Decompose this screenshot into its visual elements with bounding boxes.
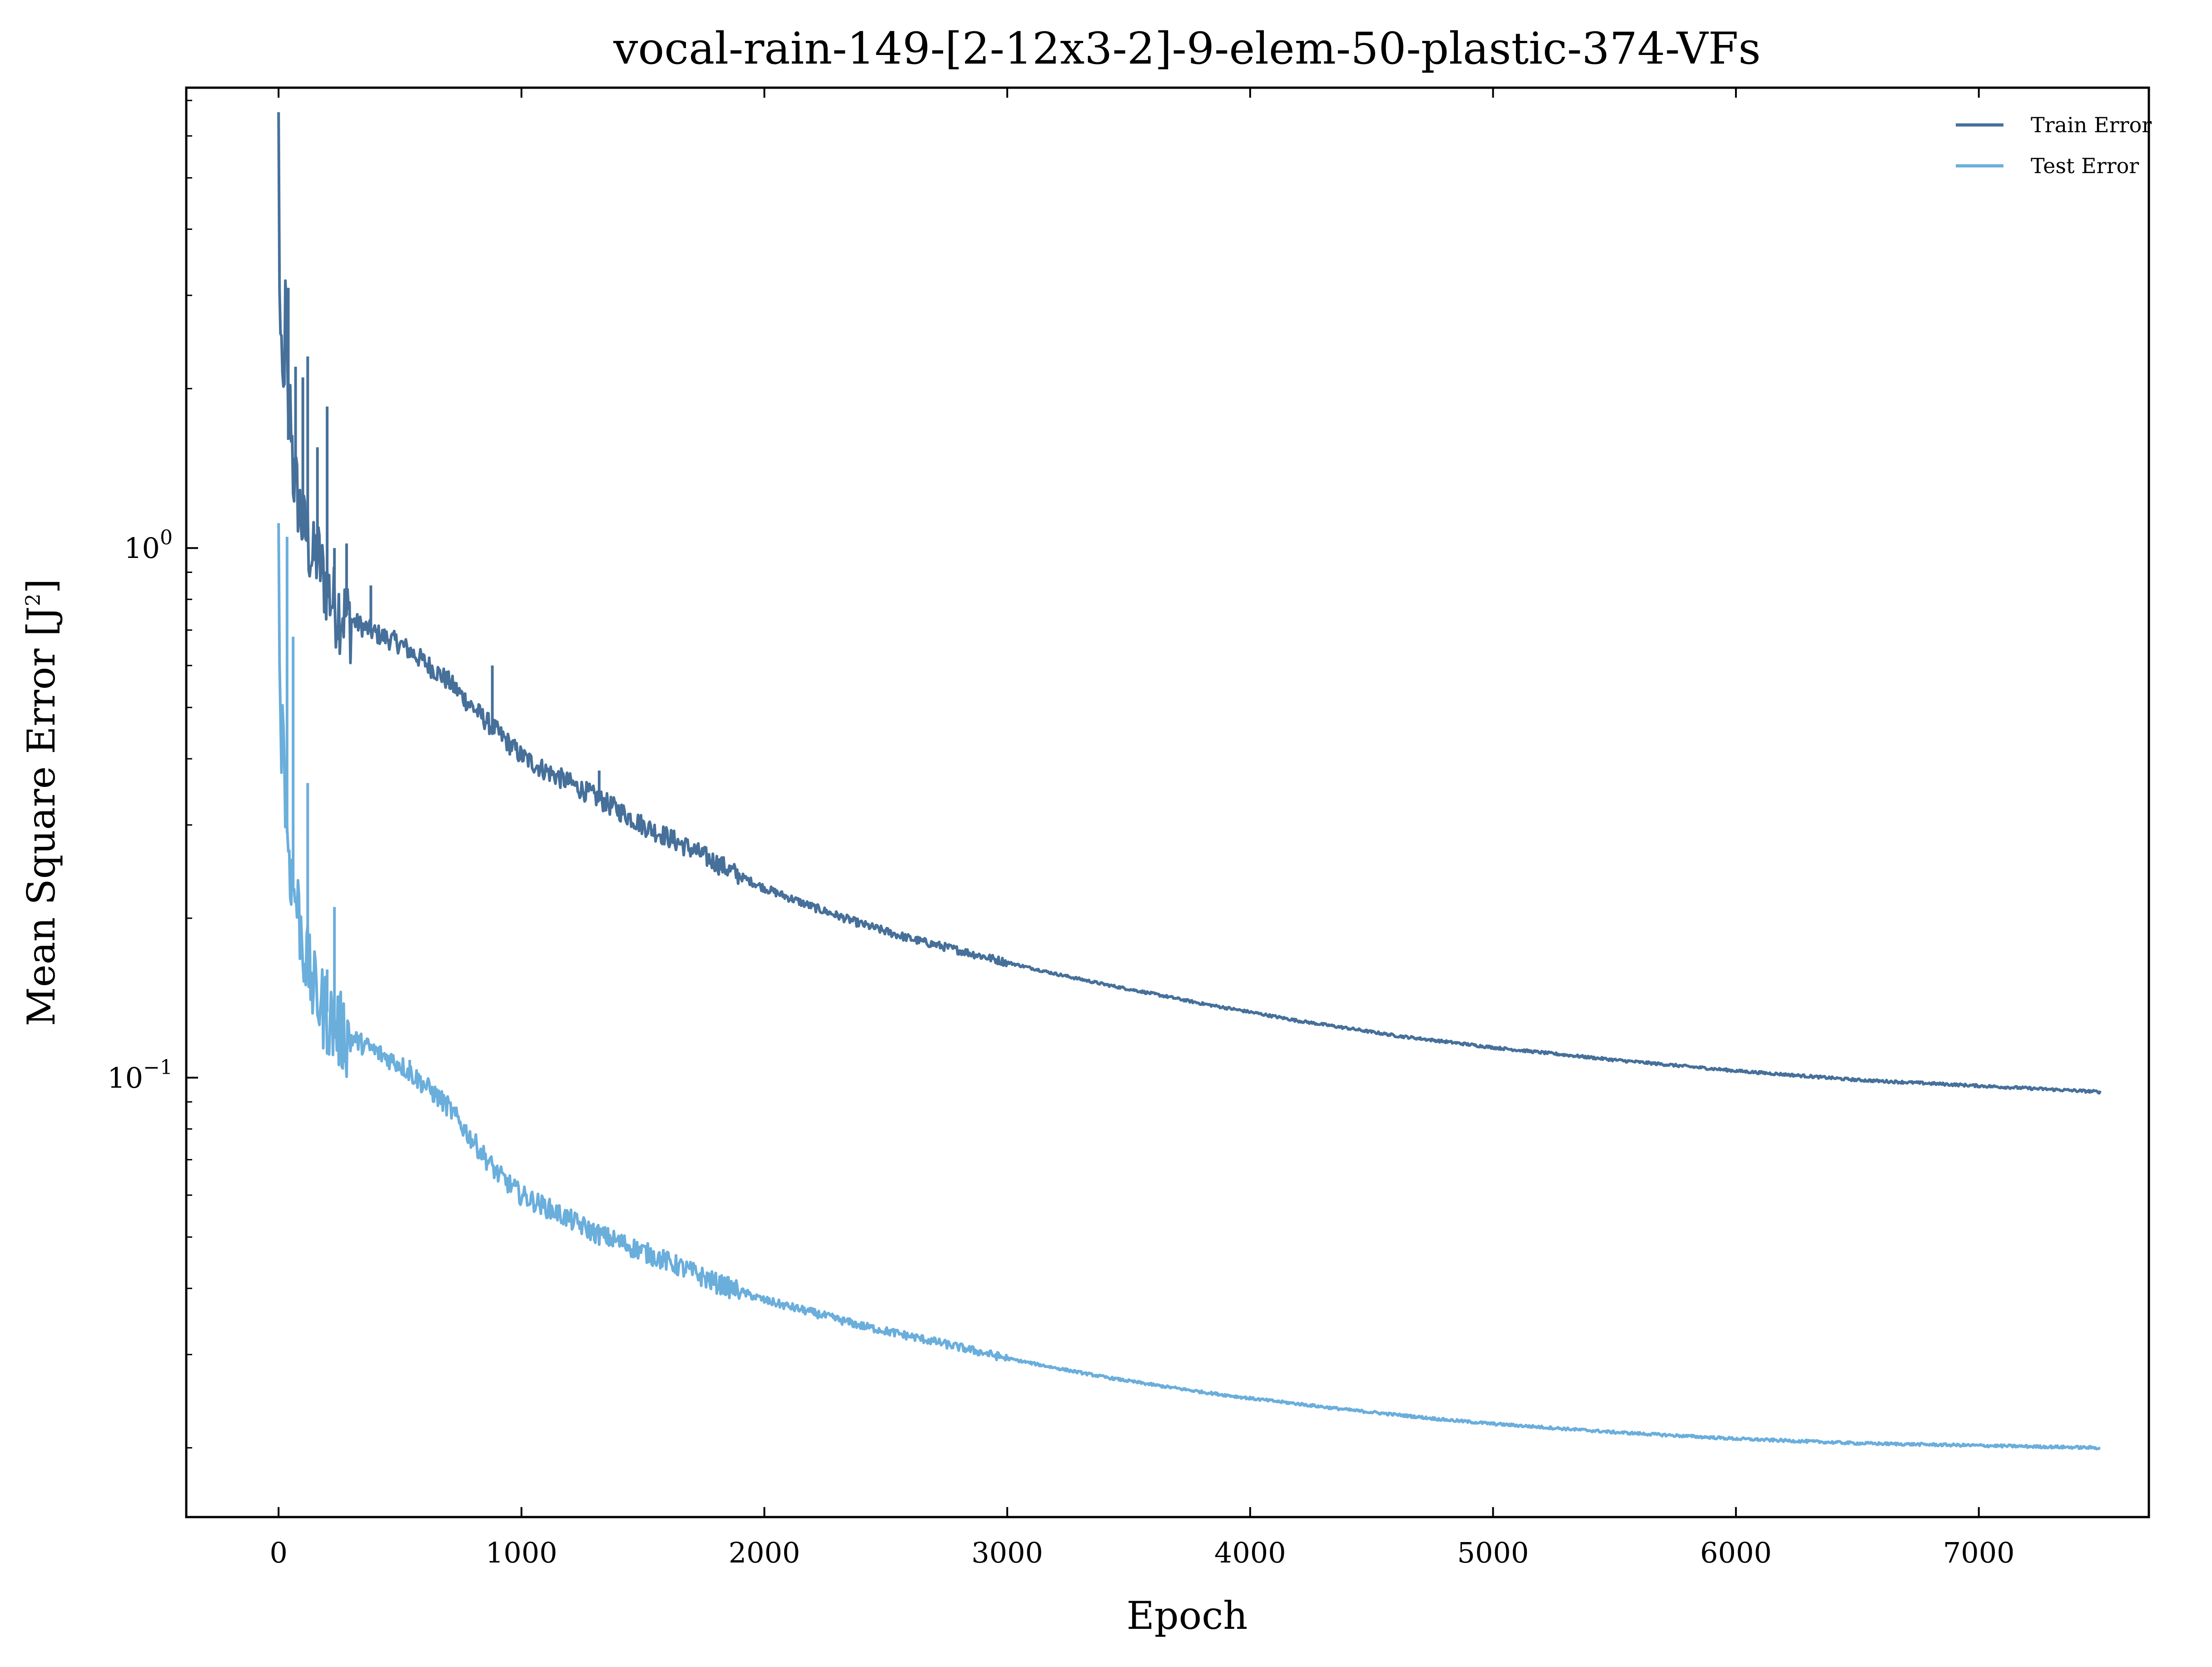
y-tick-label: 10−1 bbox=[107, 1056, 173, 1095]
y-tick-exp: −1 bbox=[143, 1056, 173, 1079]
y-tick-label: 100 bbox=[124, 526, 173, 565]
y-axis-label-close: ] bbox=[19, 579, 64, 594]
legend-label-train: Train Error bbox=[2031, 113, 2152, 137]
x-tick-label: 3000 bbox=[971, 1536, 1043, 1569]
x-axis: 0 1000 2000 3000 4000 5000 6000 7000 bbox=[269, 88, 2015, 1569]
y-tick-base: 10 bbox=[107, 1061, 143, 1095]
series-line-test bbox=[277, 523, 2101, 1451]
x-tick-label: 4000 bbox=[1214, 1536, 1286, 1569]
x-tick-label: 0 bbox=[269, 1536, 287, 1569]
series-line-train bbox=[277, 112, 2102, 1095]
legend: Train Error Test Error bbox=[1956, 113, 2152, 178]
x-tick-label: 2000 bbox=[729, 1536, 800, 1569]
y-tick-base: 10 bbox=[124, 532, 160, 565]
y-axis-label: Mean Square Error [J2] bbox=[19, 579, 64, 1026]
y-tick-exp: 0 bbox=[160, 526, 173, 549]
x-tick-label: 1000 bbox=[486, 1536, 557, 1569]
y-axis-label-text: Mean Square Error [J bbox=[19, 606, 64, 1026]
x-axis-label: Epoch bbox=[1127, 1593, 1248, 1638]
x-tick-label: 6000 bbox=[1700, 1536, 1772, 1569]
chart-title: vocal-rain-149-[2-12x3-2]-9-elem-50-plas… bbox=[613, 23, 1761, 74]
legend-label-test: Test Error bbox=[2031, 154, 2139, 178]
plot-series bbox=[277, 112, 2102, 1451]
x-tick-label: 7000 bbox=[1943, 1536, 2015, 1569]
plot-frame bbox=[185, 86, 2150, 1518]
y-axis-label-sup: 2 bbox=[22, 593, 45, 606]
x-tick-label: 5000 bbox=[1457, 1536, 1529, 1569]
